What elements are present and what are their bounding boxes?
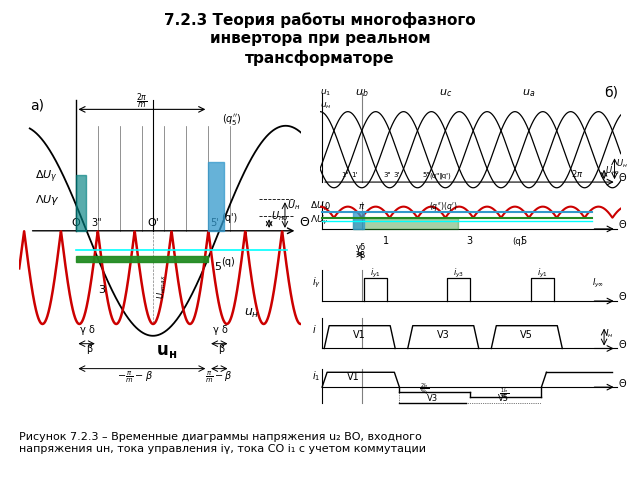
Text: $2\pi$: $2\pi$ [571,168,583,179]
Text: 3': 3' [393,172,399,178]
Text: $i_1$: $i_1$ [312,369,320,383]
Text: (q"): (q") [429,172,443,179]
Text: $u_c$: $u_c$ [439,88,452,99]
Text: δ: δ [89,324,95,335]
Text: (q'): (q') [440,172,451,179]
Text: $U_н$: $U_н$ [287,198,300,212]
Text: $u_н$: $u_н$ [320,101,332,111]
Text: а): а) [29,98,44,112]
Text: 1': 1' [351,172,358,178]
Text: $U_{иmax}$: $U_{иmax}$ [155,274,168,299]
Text: $i_{y1}$: $i_{y1}$ [537,267,548,280]
Text: Θ: Θ [619,292,627,302]
Text: O': O' [147,218,159,228]
Bar [353,212,364,229]
Text: V5: V5 [520,330,533,340]
Text: $I_н$: $I_н$ [605,328,614,340]
Text: трансформаторе: трансформаторе [245,50,395,66]
Text: $u_a$: $u_a$ [522,88,536,99]
Text: б): б) [604,85,618,99]
Text: $\mathbf{u_н}$: $\mathbf{u_н}$ [156,343,178,360]
Text: β: β [218,344,225,354]
Text: $u_b$: $u_b$ [355,88,369,99]
Text: $i$: $i$ [312,324,316,335]
Text: $(q_5'')$: $(q_5'')$ [221,112,241,128]
Text: γ: γ [80,324,86,335]
Text: Θ: Θ [619,340,627,350]
Text: $\Lambda U\gamma$: $\Lambda U\gamma$ [35,193,60,207]
Text: Θ: Θ [619,379,627,389]
Text: 0: 0 [324,202,330,211]
Text: 7.2.3 Теория работы многофазного: 7.2.3 Теория работы многофазного [164,12,476,28]
Text: δ: δ [360,243,365,252]
Text: $I_{y\infty}$: $I_{y\infty}$ [591,277,604,290]
Bar [76,256,208,262]
Text: Θ: Θ [619,173,627,183]
Text: δ: δ [221,324,227,335]
Text: β: β [86,344,92,354]
Text: $U_{но}$: $U_{но}$ [605,164,620,177]
Text: $u_н$: $u_н$ [244,307,260,320]
Text: $i_\gamma$: $i_\gamma$ [312,276,321,290]
Bar [76,175,86,231]
Text: (q): (q) [512,237,524,246]
Text: V5: V5 [499,395,509,403]
Text: $i_{y3}$: $i_{y3}$ [453,267,465,280]
Text: 3: 3 [466,236,472,246]
Text: $\Delta U_\gamma$: $\Delta U_\gamma$ [310,200,328,213]
Text: 3": 3" [383,172,390,178]
Text: Θ: Θ [299,216,309,229]
Text: V3: V3 [428,395,438,403]
Text: $\frac{2\pi}{m}$: $\frac{2\pi}{m}$ [136,92,148,112]
Text: $\pi$: $\pi$ [358,202,365,211]
Bar [208,162,224,231]
Text: 5': 5' [210,217,219,228]
Text: Θ: Θ [619,220,627,230]
Text: 3": 3" [92,217,102,228]
Text: (q'): (q') [221,213,238,223]
Text: 1: 1 [383,236,388,246]
Text: β: β [359,251,364,260]
Text: γ: γ [212,324,219,335]
Text: $\Delta U_\gamma$: $\Delta U_\gamma$ [35,169,58,185]
Bar [353,217,458,229]
Text: V1: V1 [347,372,360,382]
Text: $\Lambda U_\gamma$: $\Lambda U_\gamma$ [310,214,328,227]
Text: инвертора при реальном: инвертора при реальном [210,31,430,46]
Text: (q): (q) [221,257,236,267]
Text: $U_н$: $U_н$ [616,158,628,170]
Text: $i_{y1}$: $i_{y1}$ [370,267,381,280]
Text: γ: γ [355,243,360,252]
Text: V1: V1 [353,330,366,340]
Text: 5: 5 [520,236,527,246]
Text: $\frac{2I_н}{3k_1}$: $\frac{2I_н}{3k_1}$ [419,381,429,397]
Text: $\frac{\pi}{m}-\beta$: $\frac{\pi}{m}-\beta$ [205,370,233,385]
Text: $u_1$: $u_1$ [320,87,332,98]
Text: Рисунок 7.2.3 – Временные диаграммы напряжения u₂ ВО, входного
напряжения uн, то: Рисунок 7.2.3 – Временные диаграммы напр… [19,432,426,454]
Text: 5": 5" [423,172,430,178]
Text: $(q'')(q')$: $(q'')(q')$ [429,200,458,213]
Text: $U_{но}$: $U_{но}$ [271,209,288,223]
Text: 1": 1" [341,172,349,178]
Text: 5: 5 [214,262,221,272]
Text: 3: 3 [99,285,106,295]
Text: $\frac{1I_н}{3k_1}$: $\frac{1I_н}{3k_1}$ [499,386,509,402]
Text: O: O [71,218,80,228]
Text: $-\frac{\pi}{m}-\beta$: $-\frac{\pi}{m}-\beta$ [117,370,154,385]
Text: V3: V3 [437,330,450,340]
